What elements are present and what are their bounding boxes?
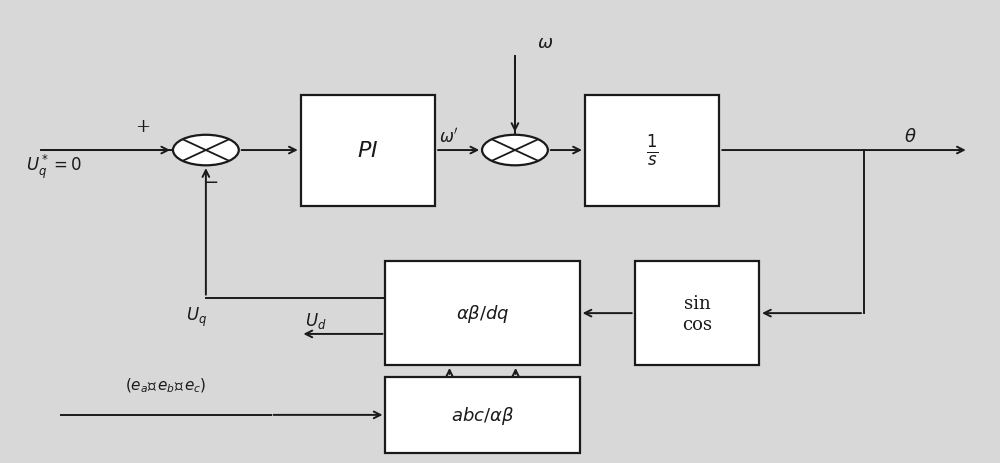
- Text: $\alpha\beta / dq$: $\alpha\beta / dq$: [456, 302, 509, 325]
- Text: $U_q^*=0$: $U_q^*=0$: [26, 153, 83, 181]
- Text: $U_d$: $U_d$: [305, 310, 326, 330]
- Text: $\theta$: $\theta$: [904, 128, 916, 146]
- Text: +: +: [136, 117, 151, 135]
- Text: $(e_a$、$\,e_b$、$\,e_c)$: $(e_a$、$\,e_b$、$\,e_c)$: [125, 376, 207, 394]
- Bar: [301, 95, 435, 206]
- Text: $\omega'$: $\omega'$: [439, 127, 459, 146]
- Text: $U_q$: $U_q$: [186, 305, 207, 328]
- Text: sin
cos: sin cos: [682, 294, 712, 333]
- Ellipse shape: [482, 136, 548, 166]
- Bar: [585, 95, 719, 206]
- Text: −: −: [203, 173, 219, 191]
- Bar: [385, 377, 580, 453]
- Bar: [635, 262, 759, 365]
- Ellipse shape: [173, 136, 239, 166]
- Text: $\omega$: $\omega$: [537, 34, 553, 52]
- Text: $abc / \alpha\beta$: $abc / \alpha\beta$: [451, 404, 514, 426]
- Text: $PI$: $PI$: [357, 140, 379, 162]
- Text: $\frac{1}{s}$: $\frac{1}{s}$: [646, 133, 658, 168]
- Bar: [385, 262, 580, 365]
